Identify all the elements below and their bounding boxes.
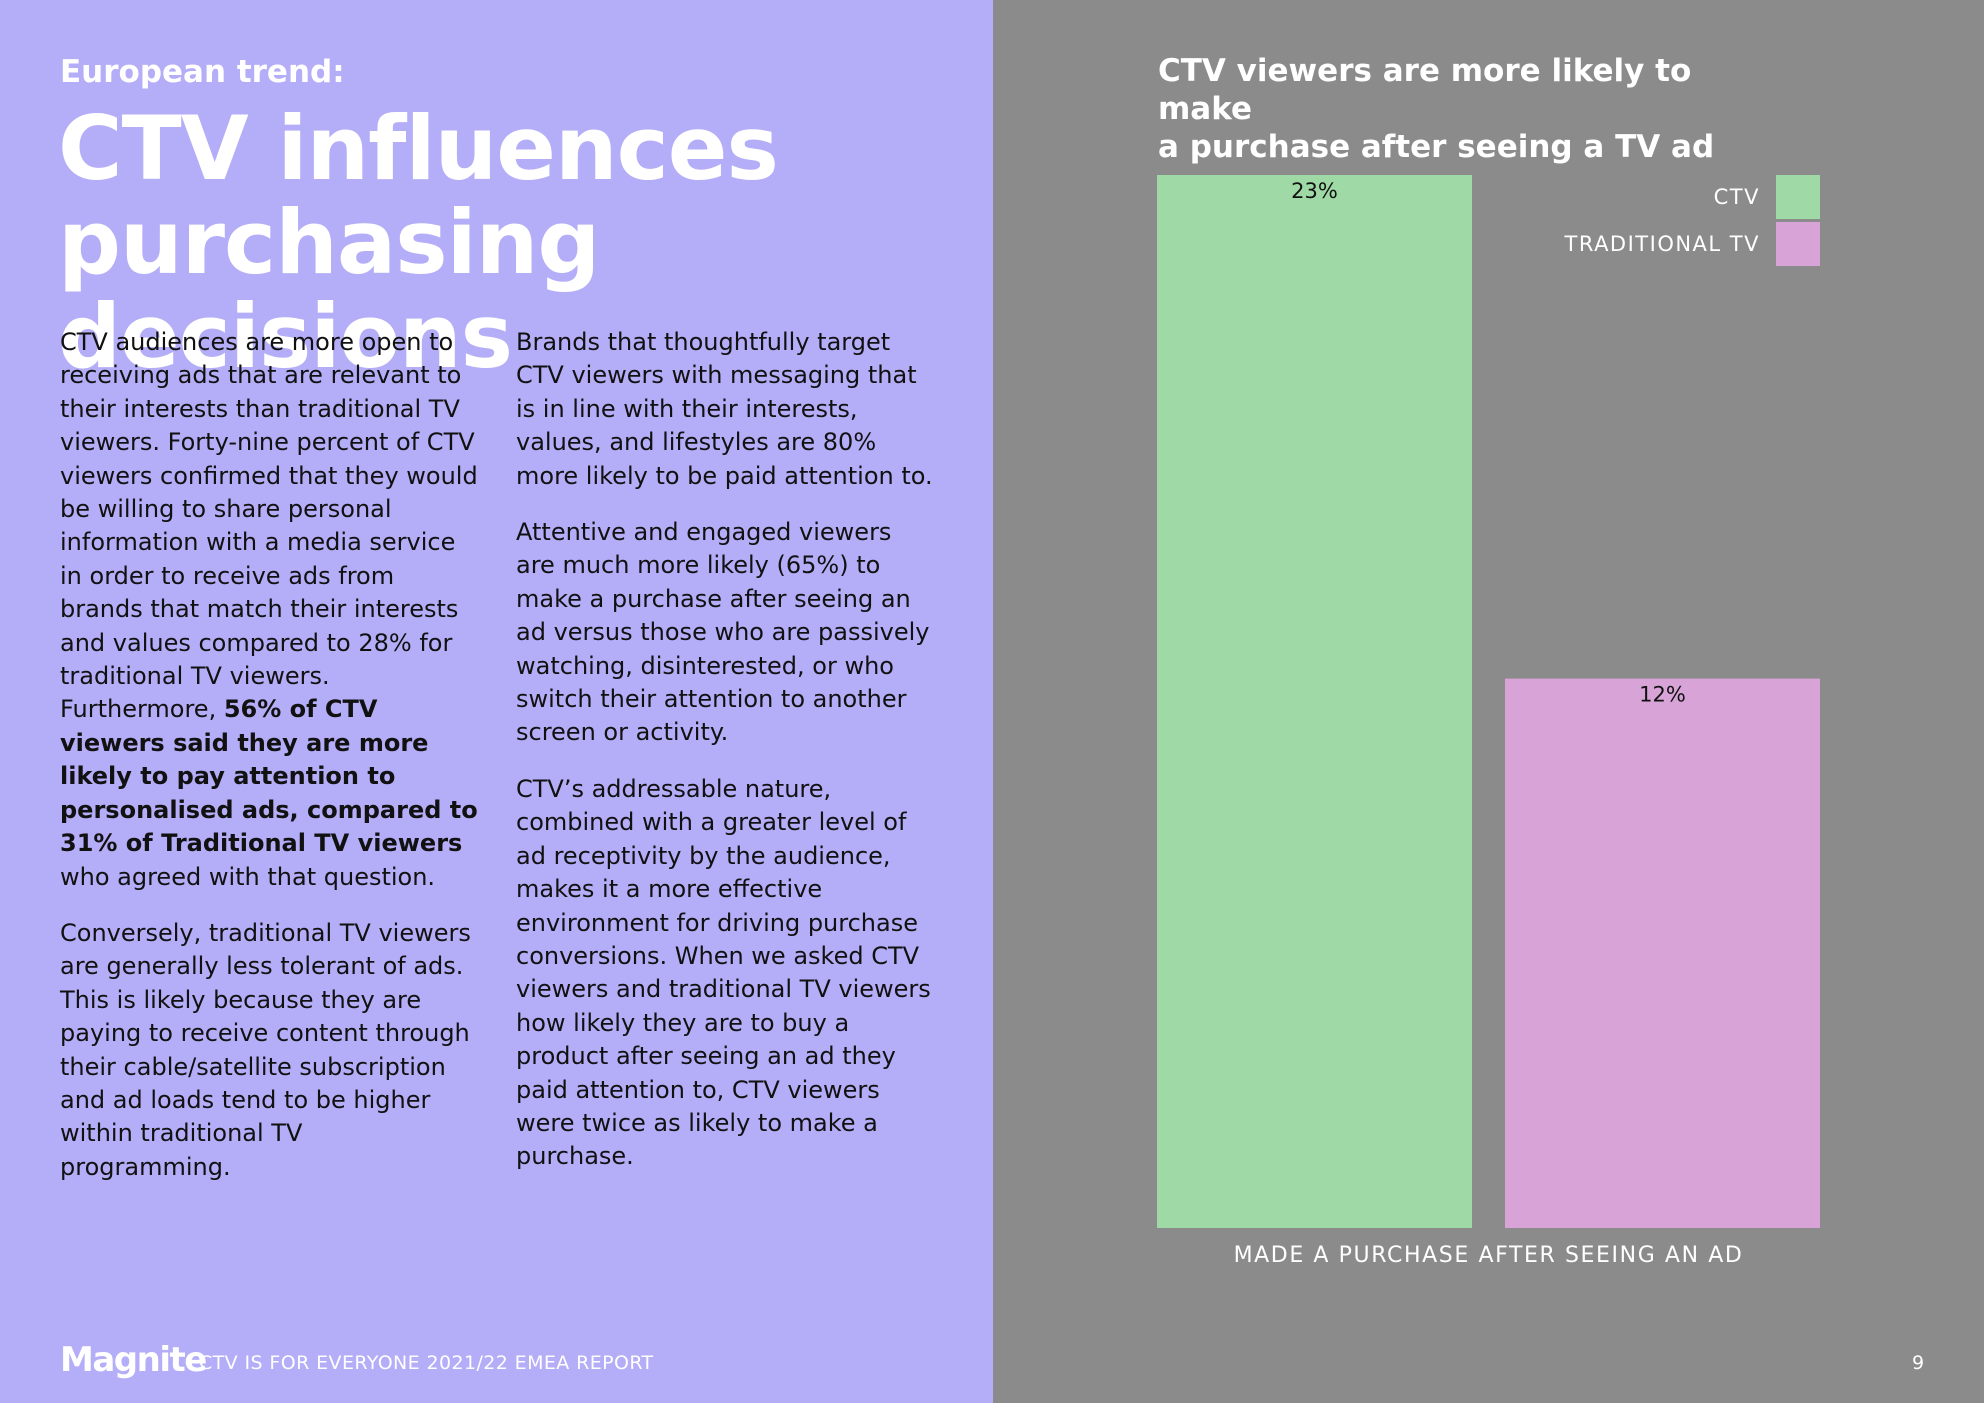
legend-label-traditional-tv: TRADITIONAL TV bbox=[1564, 232, 1761, 256]
page-title: CTV influences purchasing decisions bbox=[58, 102, 978, 384]
body-column-2: Brands that thoughtfully target CTV view… bbox=[516, 326, 936, 1197]
chart-title: CTV viewers are more likely to make a pu… bbox=[1158, 52, 1758, 166]
chart-title-line-2: a purchase after seeing a TV ad bbox=[1158, 129, 1715, 165]
body-paragraph: Conversely, traditional TV viewers are g… bbox=[60, 918, 471, 1181]
legend-swatch-ctv bbox=[1776, 175, 1820, 219]
bar-traditional-tv bbox=[1505, 678, 1820, 1228]
body-paragraph: Brands that thoughtfully target CTV view… bbox=[516, 328, 933, 490]
body-column-1: CTV audiences are more open to receiving… bbox=[60, 326, 480, 1207]
data-label-ctv: 23% bbox=[1291, 179, 1338, 203]
body-text: CTV audiences are more open to receiving… bbox=[60, 328, 478, 724]
bar-chart: 23% 12% CTV TRADITIONAL TV MADE A PURCHA… bbox=[1157, 175, 1820, 1268]
left-panel bbox=[0, 0, 993, 1403]
body-paragraph: Attentive and engaged viewers are much m… bbox=[516, 518, 930, 747]
body-text: who agreed with that question. bbox=[60, 862, 436, 891]
body-paragraph: CTV’s addressable nature, combined with … bbox=[516, 774, 931, 1171]
bar-ctv bbox=[1157, 175, 1472, 1228]
body-text-bold: 56% of CTV viewers said they are more li… bbox=[60, 695, 478, 858]
page-title-line-1: CTV influences bbox=[58, 97, 779, 200]
magnite-logo: Magnite bbox=[60, 1340, 207, 1380]
report-name: CTV IS FOR EVERYONE 2021/22 EMEA REPORT bbox=[199, 1352, 654, 1374]
chart-title-line-1: CTV viewers are more likely to make bbox=[1158, 53, 1692, 127]
x-axis-category-label: MADE A PURCHASE AFTER SEEING AN AD bbox=[1234, 1243, 1744, 1268]
eyebrow-heading: European trend: bbox=[60, 54, 345, 90]
legend-swatch-traditional-tv bbox=[1776, 222, 1820, 266]
legend-label-ctv: CTV bbox=[1714, 185, 1760, 209]
data-label-traditional-tv: 12% bbox=[1639, 683, 1686, 707]
page-number: 9 bbox=[1912, 1352, 1925, 1374]
body-paragraph: CTV audiences are more open to receiving… bbox=[60, 326, 480, 894]
page-title-line-2: purchasing decisions bbox=[58, 191, 600, 388]
